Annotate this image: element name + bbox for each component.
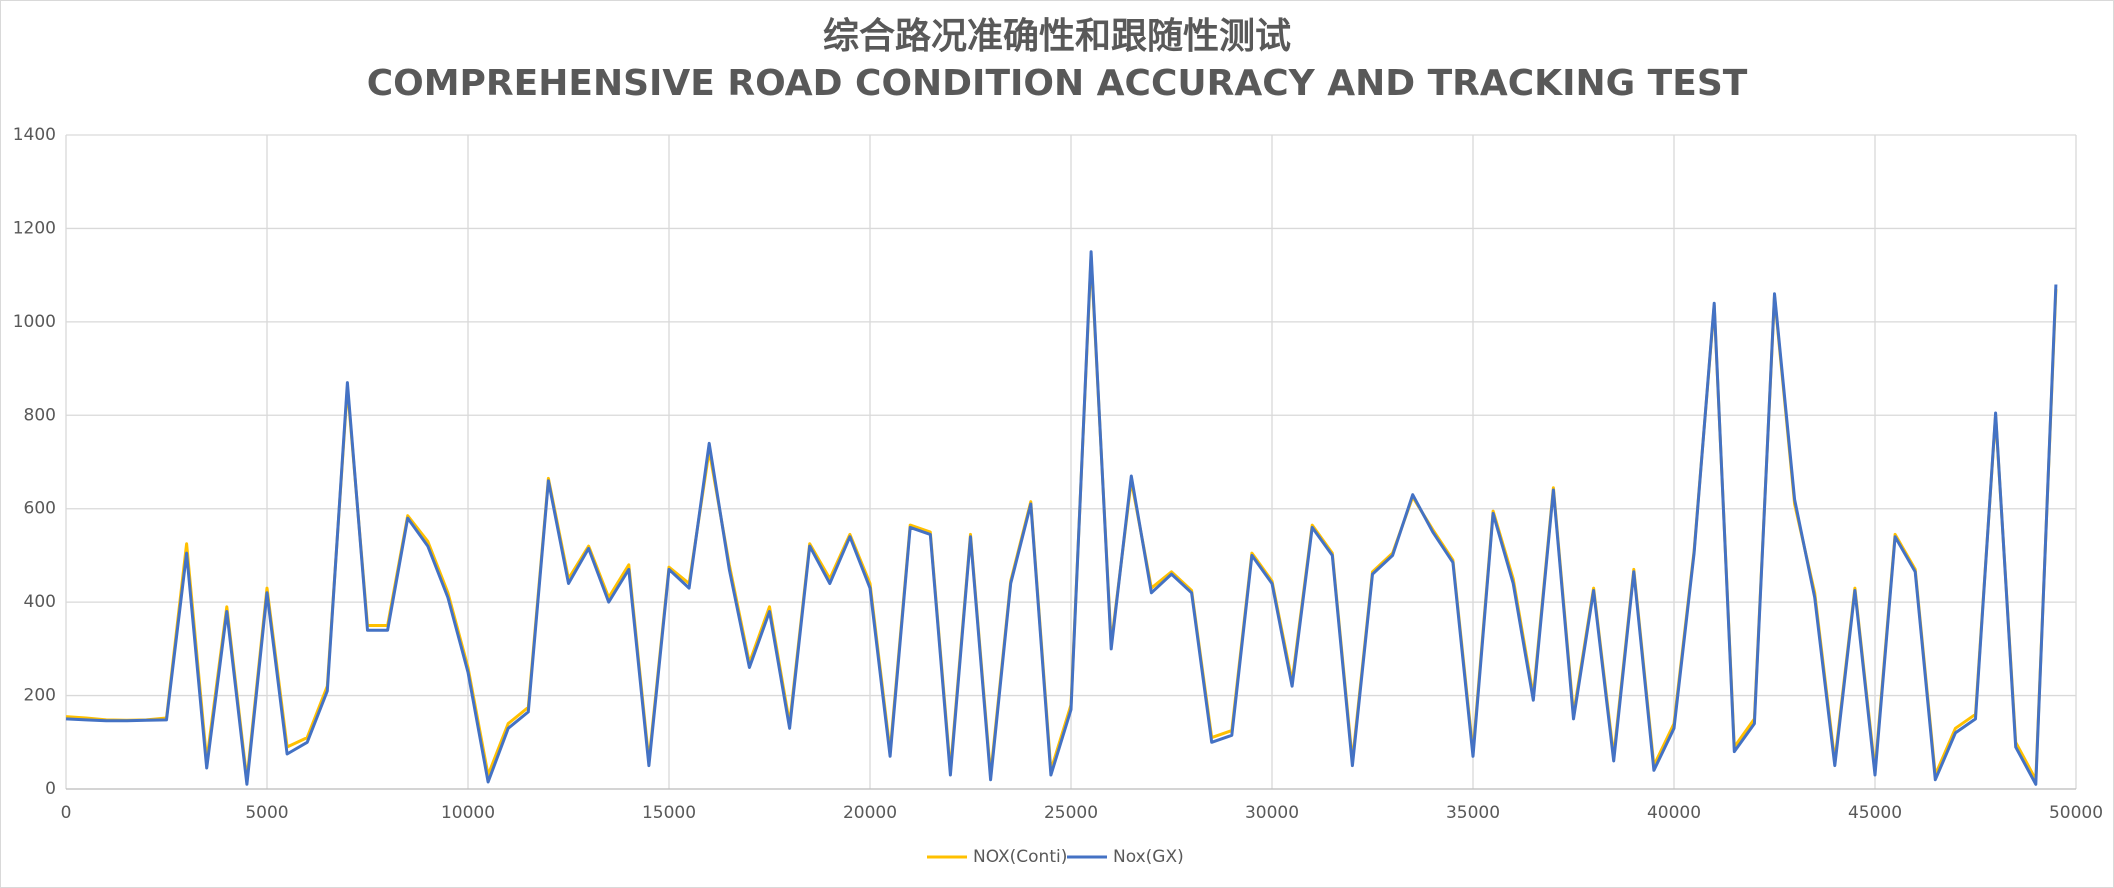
y-tick-label: 400 bbox=[24, 592, 56, 612]
x-tick-label: 20000 bbox=[843, 803, 897, 823]
y-tick-label: 1200 bbox=[13, 218, 56, 238]
x-tick-label: 25000 bbox=[1044, 803, 1098, 823]
x-tick-label: 35000 bbox=[1446, 803, 1500, 823]
chart-subtitle: COMPREHENSIVE ROAD CONDITION ACCURACY AN… bbox=[367, 63, 1748, 104]
y-tick-label: 0 bbox=[45, 779, 56, 799]
x-tick-label: 40000 bbox=[1647, 803, 1701, 823]
y-tick-label: 800 bbox=[24, 405, 56, 425]
x-tick-label: 15000 bbox=[642, 803, 696, 823]
x-tick-label: 0 bbox=[61, 803, 72, 823]
chart-title: 综合路况准确性和跟随性测试 bbox=[823, 16, 1291, 57]
x-tick-label: 30000 bbox=[1245, 803, 1299, 823]
y-tick-label: 200 bbox=[24, 686, 56, 706]
legend-label: NOX(Conti) bbox=[973, 847, 1067, 867]
x-tick-label: 10000 bbox=[441, 803, 495, 823]
legend-label: Nox(GX) bbox=[1113, 847, 1184, 867]
x-tick-label: 50000 bbox=[2049, 803, 2103, 823]
data-line bbox=[65, 250, 2058, 786]
y-tick-label: 1000 bbox=[13, 312, 56, 332]
y-tick-label: 1400 bbox=[13, 125, 56, 145]
x-tick-label: 45000 bbox=[1848, 803, 1902, 823]
x-tick-label: 5000 bbox=[245, 803, 288, 823]
y-tick-label: 600 bbox=[24, 499, 56, 519]
